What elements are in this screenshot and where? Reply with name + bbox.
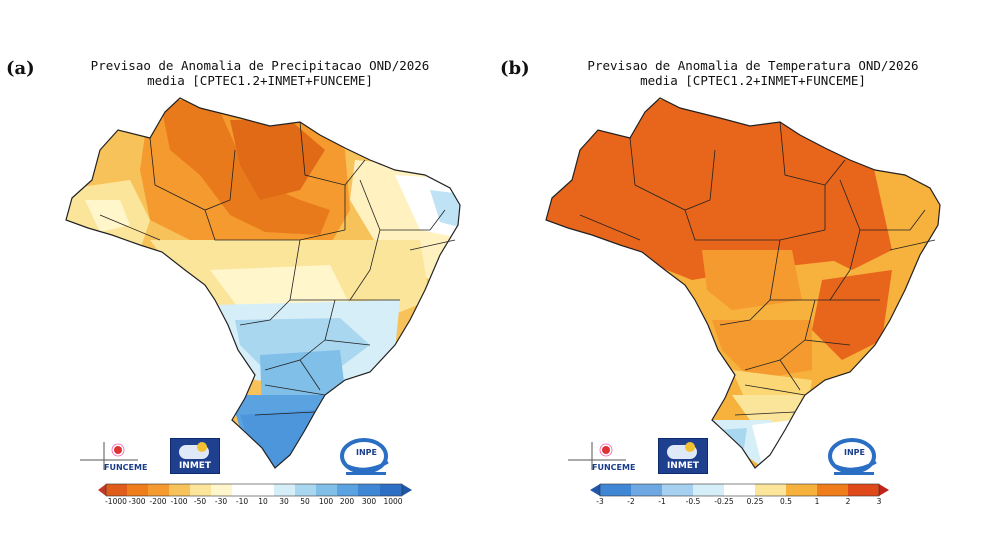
- colorbar-label: -300: [128, 497, 146, 506]
- colorbar-labels: -3 -2 -1 -0.5 -0.25 0.25 0.5 1 2 3: [492, 497, 984, 507]
- inmet-logo-icon: INMET: [170, 438, 220, 474]
- colorbar-labels: -1000 -300 -200 -100 -50 -30 -10 10 30 5…: [0, 497, 492, 507]
- colorbar-label: -200: [149, 497, 167, 506]
- colorbar-label: 0.25: [746, 497, 764, 506]
- colorbar-label: -1: [658, 497, 666, 506]
- panel-title: Previsao de Anomalia de Precipitacao OND…: [40, 58, 480, 88]
- colorbar-label: 100: [318, 497, 334, 506]
- colorbar-label: 300: [361, 497, 377, 506]
- temperature-map: [545, 97, 941, 497]
- colorbar-label: -0.5: [685, 497, 701, 506]
- colorbar-label: -2: [627, 497, 635, 506]
- colorbar-label: 3: [876, 497, 882, 506]
- colorbar-label: 10: [258, 497, 268, 506]
- colorbar: [98, 483, 412, 497]
- precipitation-panel: (a) Previsao de Anomalia de Precipitacao…: [0, 58, 492, 507]
- colorbar-label: -10: [235, 497, 249, 506]
- funceme-logo-icon: [568, 442, 626, 470]
- inmet-logo-icon: INMET: [658, 438, 708, 474]
- inpe-logo-text: INPE: [844, 448, 865, 457]
- inpe-logo-text: INPE: [356, 448, 377, 457]
- inmet-logo-text: INMET: [178, 461, 212, 471]
- funceme-logo-icon: [80, 442, 138, 470]
- inmet-logo-text: INMET: [666, 461, 700, 471]
- panel-letter: (b): [500, 58, 530, 79]
- colorbar-label: -0.25: [714, 497, 734, 506]
- temperature-panel: (b) Previsao de Anomalia de Temperatura …: [492, 0, 984, 554]
- colorbar-label: -100: [170, 497, 188, 506]
- colorbar-label: 1000: [383, 497, 403, 506]
- title-line-2: media [CPTEC1.2+INMET+FUNCEME]: [147, 73, 373, 88]
- colorbar-label: -50: [193, 497, 207, 506]
- colorbar-label: 50: [300, 497, 310, 506]
- title-line-1: Previsao de Anomalia de Temperatura OND/…: [587, 58, 919, 73]
- colorbar: [590, 483, 889, 497]
- inpe-logo-icon: [340, 438, 389, 475]
- precipitation-map: [65, 97, 461, 497]
- colorbar-label: 0.5: [780, 497, 792, 506]
- funceme-logo-text: FUNCEME: [104, 463, 148, 472]
- panel-letter: (a): [6, 58, 35, 79]
- panel-title: Previsao de Anomalia de Temperatura OND/…: [528, 58, 978, 88]
- inpe-logo-icon: [828, 438, 877, 475]
- colorbar-label: 200: [339, 497, 355, 506]
- colorbar-label: 1: [814, 497, 820, 506]
- colorbar-label: -1000: [105, 497, 127, 506]
- colorbar-label: 30: [279, 497, 289, 506]
- title-line-2: media [CPTEC1.2+INMET+FUNCEME]: [640, 73, 866, 88]
- title-line-1: Previsao de Anomalia de Precipitacao OND…: [90, 58, 430, 73]
- colorbar-label: -30: [214, 497, 228, 506]
- colorbar-label: 2: [845, 497, 851, 506]
- funceme-logo-text: FUNCEME: [592, 463, 636, 472]
- colorbar-label: -3: [596, 497, 604, 506]
